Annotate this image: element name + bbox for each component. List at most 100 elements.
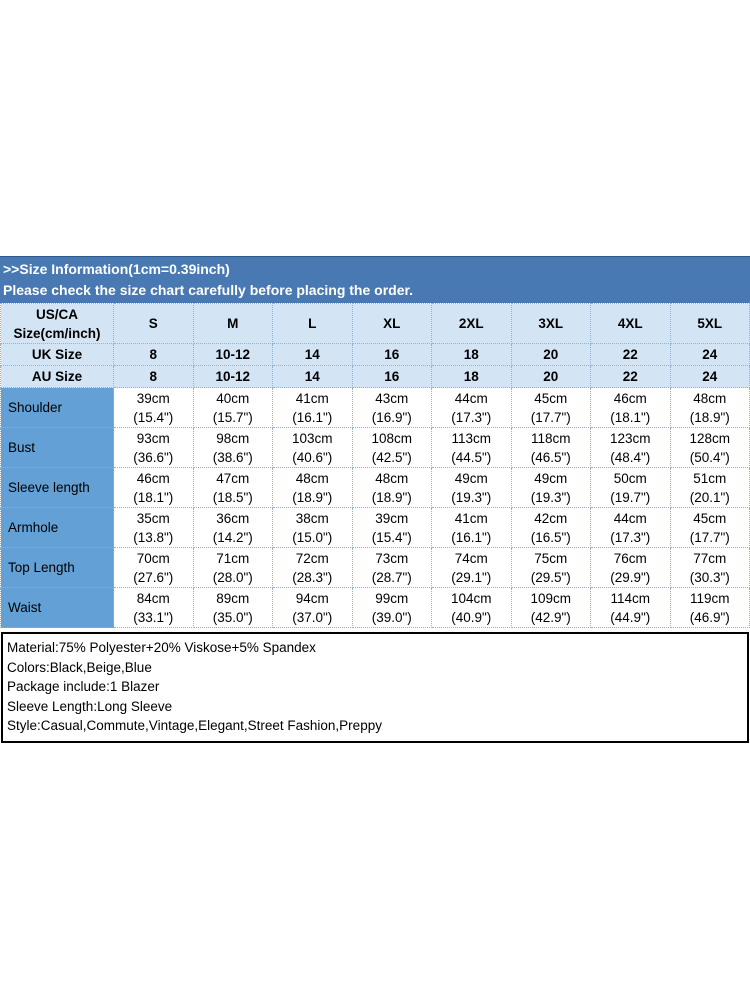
measurement-cell: 44cm (17.3") bbox=[590, 507, 671, 548]
inch-value: (28.0") bbox=[212, 569, 253, 585]
uk-size-value: 18 bbox=[431, 343, 512, 366]
au-size-value: 10-12 bbox=[192, 365, 273, 388]
measurement-cell: 73cm (28.7") bbox=[351, 547, 432, 588]
uk-size-value: 14 bbox=[272, 343, 353, 366]
inch-value: (20.1") bbox=[689, 489, 730, 505]
info-line: Package include:1 Blazer bbox=[7, 679, 160, 694]
cm-value: 38cm bbox=[295, 510, 329, 526]
measurement-label: Sleeve length bbox=[0, 467, 114, 508]
measurement-row: Top Length 70cm (27.6") 71cm (28.0") 72cm (28.… bbox=[0, 547, 750, 588]
size-header-4xl: 4XL bbox=[590, 303, 671, 344]
info-line: Colors:Black,Beige,Blue bbox=[7, 659, 152, 675]
measurement-cell: 39cm (15.4") bbox=[113, 387, 194, 428]
measurement-cell: 71cm (28.0") bbox=[192, 547, 273, 588]
measurement-cell: 74cm (29.1") bbox=[431, 547, 512, 588]
inch-value: (18.9") bbox=[689, 409, 730, 425]
inch-value: (44.5") bbox=[451, 449, 492, 465]
uk-size-value: 20 bbox=[510, 343, 591, 366]
au-size-value: 20 bbox=[510, 365, 591, 388]
inch-value: (33.1") bbox=[133, 609, 174, 625]
corner-line1: US/CA bbox=[35, 306, 78, 322]
cm-value: 48cm bbox=[295, 470, 329, 486]
inch-value: (18.1") bbox=[133, 489, 174, 505]
inch-value: (18.5") bbox=[212, 489, 253, 505]
measurement-cell: 48cm (18.9") bbox=[272, 467, 353, 508]
corner-header-cell: US/CA Size(cm/inch) bbox=[0, 303, 114, 344]
inch-value: (40.6") bbox=[292, 449, 333, 465]
cm-value: 89cm bbox=[216, 590, 250, 606]
cm-value: 75cm bbox=[534, 550, 568, 566]
measurement-rows: Shoulder 39cm (15.4") 40cm (15.7") 41cm (16.1"… bbox=[0, 387, 750, 628]
inch-value: (42.5") bbox=[371, 449, 412, 465]
measurement-label: Waist bbox=[0, 587, 114, 628]
cm-value: 51cm bbox=[693, 470, 727, 486]
au-size-value: 24 bbox=[669, 365, 750, 388]
measurement-cell: 36cm (14.2") bbox=[192, 507, 273, 548]
cm-value: 44cm bbox=[454, 390, 488, 406]
measurement-label: Bust bbox=[0, 427, 114, 468]
measurement-cell: 49cm (19.3") bbox=[510, 467, 591, 508]
cm-value: 76cm bbox=[613, 550, 647, 566]
inch-value: (29.1") bbox=[451, 569, 492, 585]
measurement-cell: 48cm (18.9") bbox=[351, 467, 432, 508]
inch-value: (28.7") bbox=[371, 569, 412, 585]
size-header-m: M bbox=[192, 303, 273, 344]
inch-value: (15.7") bbox=[212, 409, 253, 425]
uk-size-value: 22 bbox=[590, 343, 671, 366]
cm-value: 93cm bbox=[136, 430, 170, 446]
cm-value: 119cm bbox=[689, 590, 730, 606]
cm-value: 39cm bbox=[136, 390, 170, 406]
cm-value: 73cm bbox=[375, 550, 409, 566]
cm-value: 45cm bbox=[693, 510, 727, 526]
au-size-value: 22 bbox=[590, 365, 671, 388]
inch-value: (18.1") bbox=[610, 409, 651, 425]
measurement-cell: 103cm (40.6") bbox=[272, 427, 353, 468]
measurement-row: Waist 84cm (33.1") 89cm (35.0") 94cm (37.0") 99… bbox=[0, 587, 750, 628]
cm-value: 46cm bbox=[613, 390, 647, 406]
measurement-cell: 93cm (36.6") bbox=[113, 427, 194, 468]
measurement-cell: 50cm (19.7") bbox=[590, 467, 671, 508]
measurement-cell: 45cm (17.7") bbox=[669, 507, 750, 548]
info-line: Sleeve Length:Long Sleeve bbox=[7, 698, 173, 714]
measurement-cell: 42cm (16.5") bbox=[510, 507, 591, 548]
inch-value: (27.6") bbox=[133, 569, 174, 585]
measurement-cell: 44cm (17.3") bbox=[431, 387, 512, 428]
cm-value: 45cm bbox=[534, 390, 568, 406]
au-size-label: AU Size bbox=[0, 365, 114, 388]
uk-size-value: 24 bbox=[669, 343, 750, 366]
measurement-cell: 118cm (46.5") bbox=[510, 427, 591, 468]
measurement-cell: 108cm (42.5") bbox=[351, 427, 432, 468]
inch-value: (46.5") bbox=[530, 449, 571, 465]
cm-value: 118cm bbox=[530, 430, 571, 446]
size-header-xl: XL bbox=[351, 303, 432, 344]
measurement-cell: 119cm (46.9") bbox=[669, 587, 750, 628]
measurement-row: Armhole 35cm (13.8") 36cm (14.2") 38cm (15.0")… bbox=[0, 507, 750, 548]
measurement-cell: 47cm (18.5") bbox=[192, 467, 273, 508]
cm-value: 48cm bbox=[375, 470, 409, 486]
inch-value: (17.7") bbox=[530, 409, 571, 425]
measurement-cell: 46cm (18.1") bbox=[113, 467, 194, 508]
inch-value: (13.8") bbox=[133, 529, 174, 545]
measurement-cell: 75cm (29.5") bbox=[510, 547, 591, 588]
cm-value: 128cm bbox=[689, 430, 731, 446]
inch-value: (50.4") bbox=[689, 449, 730, 465]
inch-value: (42.9") bbox=[530, 609, 571, 625]
inch-value: (17.7") bbox=[689, 529, 730, 545]
measurement-cell: 70cm (27.6") bbox=[113, 547, 194, 588]
uk-size-value: 10-12 bbox=[192, 343, 273, 366]
uk-size-value: 8 bbox=[113, 343, 194, 366]
inch-value: (19.3") bbox=[451, 489, 492, 505]
inch-value: (16.1") bbox=[292, 409, 333, 425]
inch-value: (36.6") bbox=[133, 449, 174, 465]
measurement-cell: 113cm (44.5") bbox=[431, 427, 512, 468]
cm-value: 40cm bbox=[216, 390, 250, 406]
inch-value: (18.9") bbox=[292, 489, 333, 505]
measurement-cell: 41cm (16.1") bbox=[272, 387, 353, 428]
au-size-value: 8 bbox=[113, 365, 194, 388]
size-header-5xl: 5XL bbox=[669, 303, 750, 344]
measurement-cell: 35cm (13.8") bbox=[113, 507, 194, 548]
uk-size-row: UK Size 8 10-12 14 16 18 20 22 24 bbox=[0, 343, 750, 366]
measurement-cell: 99cm (39.0") bbox=[351, 587, 432, 628]
cm-value: 49cm bbox=[454, 470, 488, 486]
